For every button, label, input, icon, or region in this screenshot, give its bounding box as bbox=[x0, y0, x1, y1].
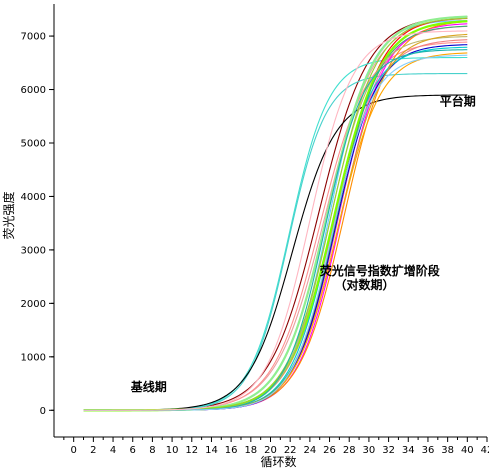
amplification-curve-13 bbox=[83, 44, 468, 411]
amplification-curve-23 bbox=[83, 54, 468, 411]
x-tick-label: 26 bbox=[323, 445, 336, 456]
x-tick-label: 6 bbox=[130, 445, 136, 456]
annotation-plateau-phase: 平台期 bbox=[440, 94, 476, 109]
amplification-curve-4 bbox=[83, 39, 468, 411]
annotation-baseline-phase: 基线期 bbox=[130, 379, 167, 394]
x-tick-label: 42 bbox=[481, 445, 489, 456]
amplification-curve-14 bbox=[83, 46, 468, 411]
amplification-curve-24 bbox=[83, 30, 468, 411]
curve-group bbox=[83, 15, 468, 412]
amplification-curve-1 bbox=[83, 16, 468, 411]
y-tick-label: 7000 bbox=[21, 32, 46, 43]
amplification-curve-22 bbox=[83, 49, 468, 411]
x-tick-label: 2 bbox=[90, 445, 96, 456]
amplification-curve-6 bbox=[83, 56, 468, 411]
x-tick-label: 18 bbox=[244, 445, 257, 456]
annotation-exponential-phase: 荧光信号指数扩增阶段 bbox=[320, 263, 441, 278]
x-tick-label: 8 bbox=[149, 445, 155, 456]
x-axis-label: 循环数 bbox=[260, 454, 296, 469]
x-tick-label: 34 bbox=[402, 445, 415, 456]
x-tick-label: 20 bbox=[264, 445, 277, 456]
amplification-curve-18 bbox=[83, 36, 468, 411]
amplification-curve-21 bbox=[83, 52, 468, 411]
x-tick-label: 16 bbox=[225, 445, 238, 456]
x-tick-label: 36 bbox=[422, 445, 435, 456]
amplification-curve-8 bbox=[83, 94, 468, 411]
x-tick-label: 0 bbox=[70, 445, 76, 456]
x-tick-label: 24 bbox=[303, 445, 316, 456]
x-tick-label: 32 bbox=[382, 445, 395, 456]
x-tick-label: 38 bbox=[441, 445, 454, 456]
x-tick-label: 30 bbox=[363, 445, 376, 456]
y-tick-label: 6000 bbox=[21, 85, 46, 96]
annotation-log-phase: （对数期） bbox=[334, 277, 394, 292]
y-tick-label: 1000 bbox=[21, 352, 46, 363]
y-tick-label: 0 bbox=[40, 406, 46, 417]
amplification-curve-19 bbox=[83, 33, 468, 411]
amplification-curve-3 bbox=[83, 41, 468, 411]
x-tick-label: 4 bbox=[110, 445, 116, 456]
x-tick-label: 12 bbox=[185, 445, 198, 456]
y-tick-label: 5000 bbox=[21, 138, 46, 149]
tick-group: 0246810121416182022242628303234363840420… bbox=[21, 32, 489, 456]
x-tick-label: 40 bbox=[461, 445, 474, 456]
y-tick-label: 4000 bbox=[21, 192, 46, 203]
x-tick-label: 14 bbox=[205, 445, 218, 456]
x-tick-label: 10 bbox=[166, 445, 179, 456]
amplification-curve-7 bbox=[83, 72, 468, 411]
y-axis-label: 荧光强度 bbox=[1, 191, 16, 239]
x-tick-label: 28 bbox=[343, 445, 356, 456]
y-tick-label: 2000 bbox=[21, 299, 46, 310]
y-tick-label: 3000 bbox=[21, 245, 46, 256]
x-tick-label: 22 bbox=[284, 445, 297, 456]
